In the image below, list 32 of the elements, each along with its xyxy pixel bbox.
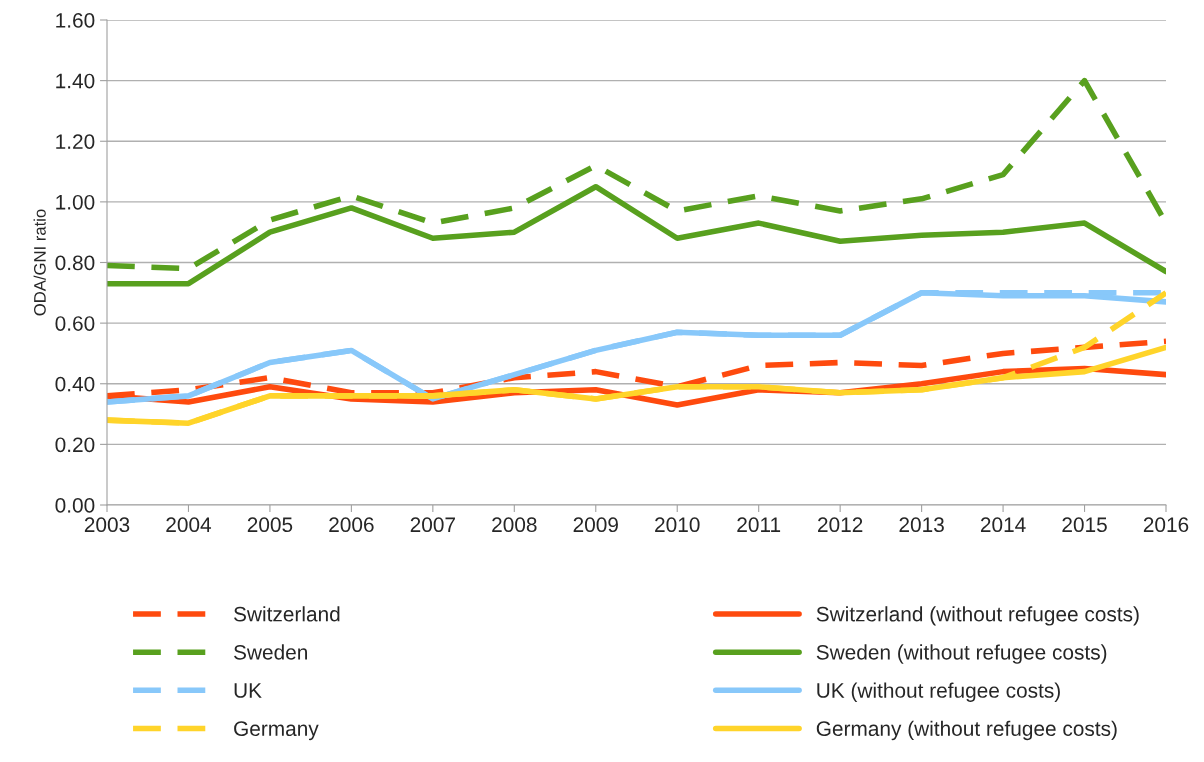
x-tick-label: 2004 (166, 517, 212, 533)
x-tick-label: 2009 (573, 517, 618, 533)
y-tick-label: 0.00 (55, 498, 95, 513)
x-tick-label: 2016 (1143, 517, 1189, 533)
x-tick-label: 2010 (655, 517, 700, 533)
legend-label: Sweden (234, 644, 307, 660)
legend-label: Sweden (without refugee costs) (816, 644, 1107, 664)
x-tick-label: 2012 (818, 517, 863, 533)
y-tick-label: 0.40 (55, 376, 95, 392)
y-tick-label: 1.20 (56, 134, 95, 149)
x-tick-label: 2007 (410, 517, 455, 533)
legend-label: UK (without refugee costs) (817, 682, 1060, 702)
y-axis-title: ODA/GNI ratio (33, 209, 46, 316)
legend-label: Germany (234, 721, 319, 741)
x-tick-label: 2015 (1062, 517, 1107, 533)
legend-label: UK (234, 683, 262, 698)
legend-label: Germany (without refugee costs) (816, 720, 1117, 741)
legend-label: Switzerland (without refugee costs) (816, 606, 1139, 626)
y-tick-label: 0.80 (55, 255, 95, 271)
y-tick-label: 1.40 (56, 73, 95, 89)
x-tick-label: 2006 (329, 517, 374, 533)
y-tick-label: 1.60 (56, 13, 95, 28)
legend-label: Switzerland (234, 606, 340, 622)
x-tick-label: 2008 (492, 517, 537, 533)
y-tick-label: 0.60 (55, 316, 95, 331)
x-tick-label: 2003 (84, 517, 130, 533)
x-tick-label: 2005 (247, 517, 293, 533)
y-tick-label: 0.20 (55, 437, 95, 453)
x-tick-label: 2011 (737, 517, 781, 533)
x-tick-label: 2013 (899, 517, 944, 533)
x-tick-label: 2014 (980, 517, 1026, 533)
y-tick-label: 1.00 (56, 194, 95, 210)
